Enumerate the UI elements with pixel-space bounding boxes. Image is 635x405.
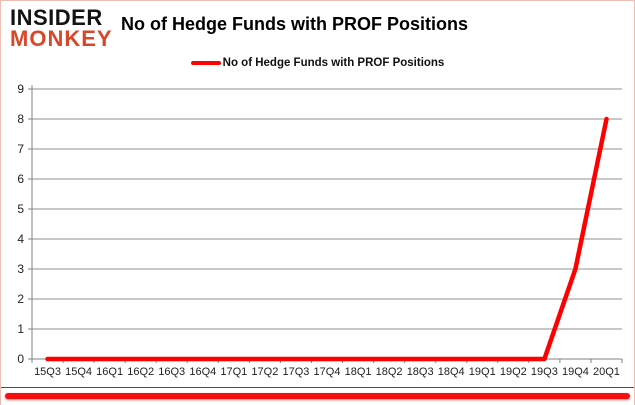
- insider-monkey-logo: INSIDER MONKEY: [10, 5, 113, 51]
- y-axis-label: 5: [17, 202, 24, 216]
- x-axis-label: 19Q4: [562, 366, 589, 378]
- x-axis-label: 16Q4: [189, 366, 216, 378]
- x-axis-label: 17Q4: [314, 366, 341, 378]
- x-axis-label: 18Q1: [345, 366, 372, 378]
- x-axis-label: 16Q2: [127, 366, 154, 378]
- x-axis-label: 19Q2: [500, 366, 527, 378]
- x-axis-label: 17Q1: [220, 366, 247, 378]
- x-axis-label: 16Q3: [158, 366, 185, 378]
- y-axis-label: 3: [17, 262, 24, 276]
- bottom-accent-bar: [5, 393, 630, 399]
- legend-line-swatch: [190, 61, 221, 65]
- y-axis-label: 4: [17, 232, 24, 246]
- y-axis-label: 7: [17, 142, 24, 156]
- x-axis-label: 18Q4: [438, 366, 465, 378]
- logo-word-insider: INSIDER: [10, 5, 103, 30]
- x-axis-label: 18Q2: [376, 366, 403, 378]
- logo-word-monkey: MONKEY: [10, 25, 113, 51]
- x-axis-label: 19Q1: [469, 366, 496, 378]
- x-axis-label: 20Q1: [593, 366, 620, 378]
- series-line: [45, 116, 609, 362]
- chart-legend: No of Hedge Funds with PROF Positions: [1, 57, 634, 69]
- y-axis-label: 9: [17, 82, 24, 96]
- y-axis-label: 6: [17, 172, 24, 186]
- x-axis-label: 15Q4: [65, 366, 92, 378]
- x-axis-label: 17Q3: [282, 366, 309, 378]
- y-axis-label: 8: [17, 112, 24, 126]
- x-axis-label: 19Q3: [531, 366, 558, 378]
- y-axis-label: 1: [17, 322, 24, 336]
- legend-label: No of Hedge Funds with PROF Positions: [222, 57, 445, 69]
- chart-title: No of Hedge Funds with PROF Positions: [121, 14, 468, 34]
- y-axis-label: 2: [17, 292, 24, 306]
- y-axis-label: 0: [17, 352, 24, 366]
- x-axis-label: 17Q2: [251, 366, 278, 378]
- x-axis-label: 16Q1: [96, 366, 123, 378]
- x-axis-label: 15Q3: [34, 366, 61, 378]
- bottom-divider-line: [1, 387, 634, 388]
- x-axis-label: 18Q3: [407, 366, 434, 378]
